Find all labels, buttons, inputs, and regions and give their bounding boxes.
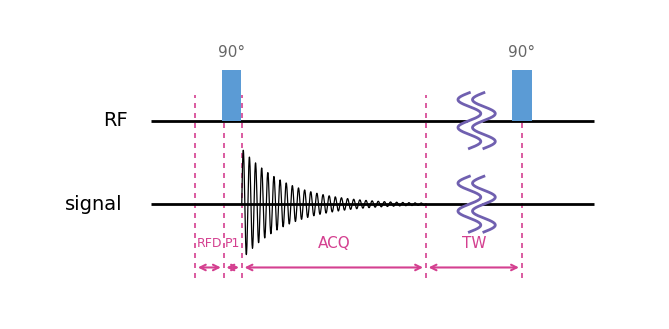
Bar <box>221 70 242 120</box>
Text: signal: signal <box>65 195 122 214</box>
Text: TW: TW <box>462 236 486 251</box>
Bar <box>512 70 532 120</box>
Text: ACQ: ACQ <box>317 236 350 251</box>
Text: P1: P1 <box>225 237 240 250</box>
Text: RF: RF <box>103 111 128 130</box>
Text: 90°: 90° <box>218 45 245 60</box>
Text: RFD: RFD <box>197 237 222 250</box>
Text: 90°: 90° <box>508 45 535 60</box>
